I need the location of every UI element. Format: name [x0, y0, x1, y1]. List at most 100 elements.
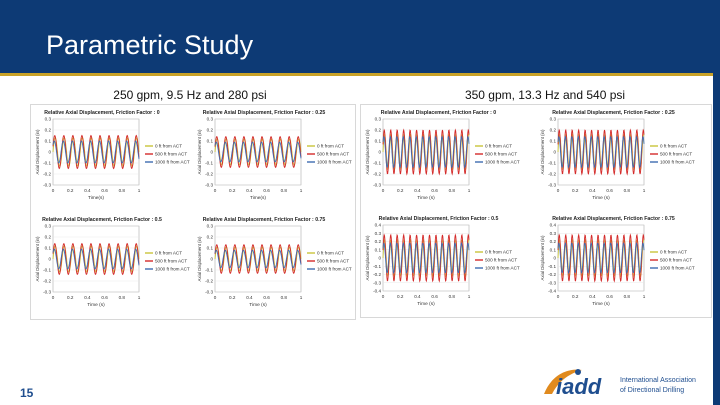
x-axis-label: Time (s): [87, 302, 105, 308]
y-tick-label: 0.4: [375, 223, 382, 228]
slide-number: 15: [20, 386, 34, 400]
y-tick-label: -0.4: [548, 289, 556, 294]
y-tick-label: 0.2: [375, 128, 382, 133]
legend-label: 0 ft from ACT: [660, 250, 687, 255]
legend-label: 0 ft from ACT: [485, 250, 512, 255]
x-tick-label: 0.2: [229, 295, 236, 300]
x-tick-label: 1: [468, 294, 471, 299]
legend-label: 0 ft from ACT: [660, 144, 687, 149]
x-tick-label: 0.6: [263, 295, 270, 300]
y-axis-label: Axial Displacement (in): [540, 235, 545, 280]
y-tick-label: 0.3: [45, 117, 52, 122]
y-tick-label: 0.3: [45, 224, 52, 229]
x-axis-label: Time(s): [88, 195, 104, 201]
y-tick-label: 0.1: [375, 247, 382, 252]
legend-label: 500 ft from ACT: [317, 259, 349, 264]
x-tick-label: 0: [557, 294, 560, 299]
x-tick-label: 0.8: [119, 188, 126, 193]
x-tick-label: 0.4: [589, 188, 596, 193]
x-tick-label: 0.6: [606, 294, 613, 299]
y-tick-label: 0: [378, 256, 381, 261]
y-axis-label: Axial Displacement (in): [35, 129, 40, 174]
x-tick-label: 1: [643, 294, 646, 299]
y-tick-label: -0.3: [205, 290, 213, 295]
series-line: [52, 140, 140, 164]
x-tick-label: 1: [468, 188, 471, 193]
series-line: [382, 128, 470, 176]
y-tick-label: 0.1: [207, 139, 214, 144]
series-line: [52, 242, 140, 276]
x-tick-label: 0.6: [263, 188, 270, 193]
x-tick-label: 0.6: [101, 188, 108, 193]
x-tick-label: 0: [382, 188, 385, 193]
x-tick-label: 0.8: [624, 294, 631, 299]
x-tick-label: 0.2: [572, 188, 579, 193]
chart-panel: Relative Axial Displacement, Friction Fa…: [35, 217, 190, 308]
chart-title: Relative Axial Displacement, Friction Fa…: [42, 217, 162, 223]
logo-swoosh-icon: [544, 369, 582, 394]
chart-panel: Relative Axial Displacement, Friction Fa…: [197, 110, 352, 201]
x-axis-label: Time(s): [250, 195, 266, 201]
x-tick-label: 0.4: [246, 188, 253, 193]
chart-panel: Relative Axial Displacement, Friction Fa…: [35, 110, 190, 201]
logo-dot-icon: [575, 369, 581, 375]
y-axis-label: Axial Displacement (in): [540, 129, 545, 174]
x-axis-label: Time (s): [592, 195, 610, 201]
series-line: [214, 243, 302, 275]
chart-panel: Relative Axial Displacement, Friction Fa…: [540, 216, 695, 307]
y-tick-label: -0.2: [205, 172, 213, 177]
series-line: [557, 128, 645, 176]
y-axis-label: Axial Displacement (in): [365, 129, 370, 174]
x-tick-label: 0.8: [281, 295, 288, 300]
y-tick-label: 0.2: [207, 128, 214, 133]
chart-title: Relative Axial Displacement, Friction Fa…: [203, 217, 326, 223]
x-tick-label: 0.2: [572, 294, 579, 299]
y-tick-label: -0.1: [43, 268, 51, 273]
y-axis-label: Axial Displacement (in): [197, 236, 202, 281]
chart-title: Relative Axial Displacement, Friction Fa…: [44, 110, 160, 116]
iadd-logo: iadd International Association of Direct…: [544, 369, 696, 399]
title-bar: Parametric Study: [0, 0, 720, 76]
y-tick-label: -0.2: [43, 172, 51, 177]
legend-label: 1000 ft from ACT: [660, 160, 695, 165]
y-tick-label: 0.3: [550, 117, 557, 122]
y-tick-label: -0.4: [373, 289, 381, 294]
y-tick-label: 0: [378, 150, 381, 155]
y-tick-label: 0.2: [45, 128, 52, 133]
y-tick-label: 0.1: [45, 139, 52, 144]
x-tick-label: 0.4: [414, 188, 421, 193]
series-line: [557, 233, 645, 283]
y-tick-label: -0.1: [548, 161, 556, 166]
series-line: [214, 141, 302, 163]
x-axis-label: Time (s): [249, 302, 267, 308]
y-tick-label: 0.1: [550, 247, 557, 252]
legend-label: 0 ft from ACT: [155, 144, 182, 149]
y-tick-label: 0.2: [207, 235, 214, 240]
x-tick-label: 1: [643, 188, 646, 193]
right-caption: 350 gpm, 13.3 Hz and 540 psi: [464, 88, 626, 102]
x-tick-label: 0.2: [67, 188, 74, 193]
x-tick-label: 0.4: [246, 295, 253, 300]
logo-line2: of Directional Drilling: [620, 387, 684, 394]
legend-label: 500 ft from ACT: [485, 258, 517, 263]
legend-label: 500 ft from ACT: [660, 258, 692, 263]
y-tick-label: 0.3: [207, 117, 214, 122]
y-tick-label: -0.2: [43, 279, 51, 284]
y-tick-label: 0.3: [550, 231, 557, 236]
legend-label: 500 ft from ACT: [485, 152, 517, 157]
chart-panel: Relative Axial Displacement, Friction Fa…: [365, 110, 520, 201]
legend-label: 0 ft from ACT: [155, 251, 182, 256]
series-line: [557, 135, 645, 169]
y-tick-label: -0.3: [548, 183, 556, 188]
y-tick-label: 0.3: [375, 117, 382, 122]
y-tick-label: -0.1: [373, 161, 381, 166]
legend-label: 1000 ft from ACT: [155, 267, 190, 272]
x-tick-label: 0.8: [624, 188, 631, 193]
x-axis-label: Time (s): [592, 301, 610, 307]
x-tick-label: 0.8: [119, 295, 126, 300]
y-tick-label: 0.2: [45, 235, 52, 240]
series-line: [52, 248, 140, 270]
y-tick-label: 0.4: [550, 223, 557, 228]
series-line: [52, 134, 140, 170]
legend-label: 1000 ft from ACT: [317, 267, 352, 272]
